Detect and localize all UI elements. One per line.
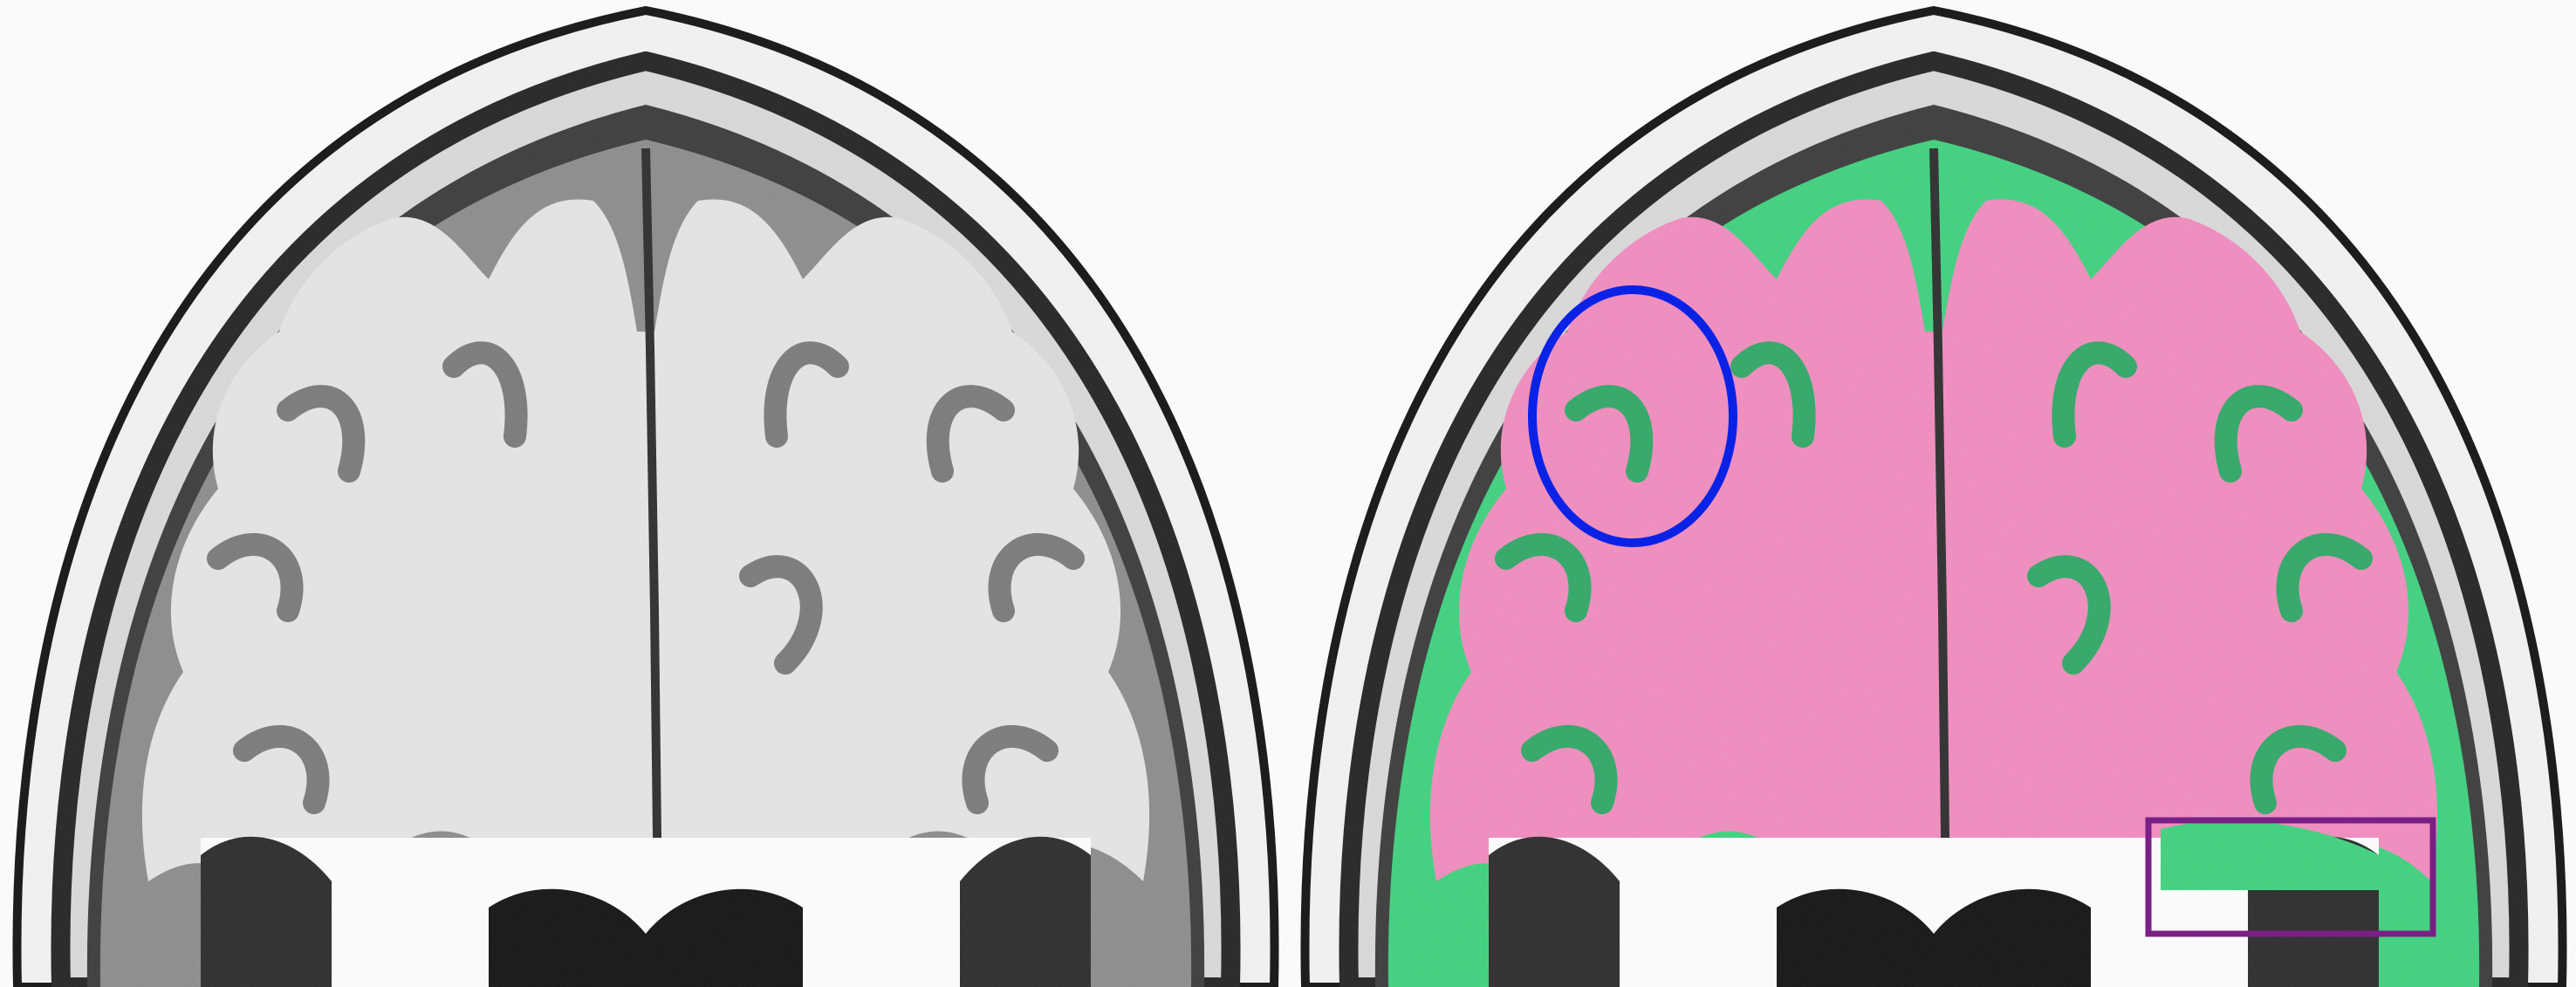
circle-annotation: [1528, 285, 1737, 547]
box-annotation: [2145, 817, 2436, 937]
original-mri-image: [0, 0, 1288, 987]
segmented-mri-image: [1288, 0, 2576, 987]
segmented-mri-panel: [1288, 0, 2576, 987]
original-mri-panel: [0, 0, 1288, 987]
